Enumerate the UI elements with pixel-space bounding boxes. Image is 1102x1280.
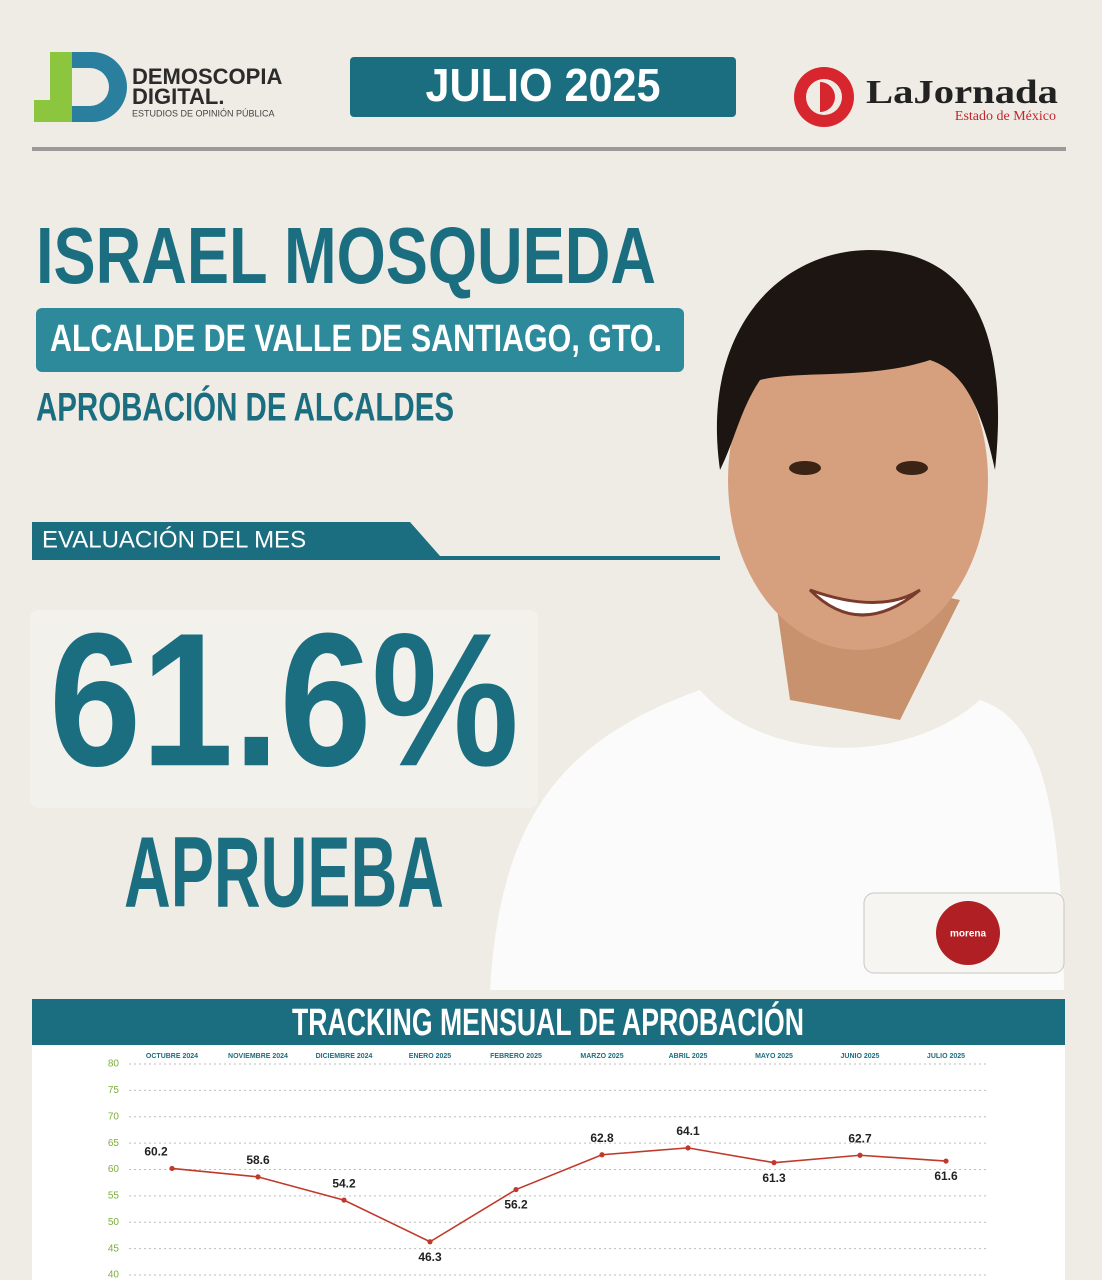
partner-subtitle: Estado de México: [955, 109, 1056, 124]
value-label: 46.3: [418, 1250, 442, 1264]
partner-logo: [794, 67, 854, 127]
point: [341, 1197, 347, 1203]
value-label: 64.1: [676, 1124, 700, 1138]
point: [599, 1152, 605, 1158]
y-tick-label: 60: [108, 1164, 120, 1175]
point: [513, 1186, 519, 1193]
y-tick-label: 50: [108, 1217, 120, 1228]
brand-name-2: DIGITAL.: [132, 84, 224, 109]
party-logo: [936, 901, 1000, 965]
candidate-role: ALCALDE DE VALLE DE SANTIAGO, GTO.: [50, 318, 662, 360]
point: [857, 1152, 863, 1158]
period-box: [350, 57, 736, 117]
period: JULIO 2025: [426, 59, 661, 111]
chart-plot: 40 45 50 55 60 65 70 75 80 OCTUBRE 2024 NOVIEMBRE …: [108, 1053, 989, 1280]
value-label: 58.6: [246, 1153, 270, 1167]
x-tick-label: OCTUBRE 2024: [146, 1053, 198, 1060]
point: [169, 1165, 175, 1172]
point: [255, 1174, 261, 1180]
point: [685, 1145, 691, 1151]
y-tick-label: 40: [108, 1270, 120, 1280]
survey-name: APROBACIÓN DE ALCALDES: [36, 384, 454, 430]
y-tick-label: 70: [108, 1111, 120, 1122]
x-tick-label: JULIO 2025: [927, 1053, 965, 1060]
point: [771, 1160, 777, 1166]
y-tick-label: 80: [108, 1059, 120, 1070]
x-tick-label: NOVIEMBRE 2024: [228, 1053, 288, 1060]
chart-area: [32, 1045, 1065, 1280]
y-tick-label: 45: [108, 1243, 120, 1254]
x-tick-label: MARZO 2025: [580, 1053, 623, 1060]
value-label: 60.2: [144, 1145, 168, 1159]
value-label: 61.6: [934, 1169, 958, 1183]
brand-subtitle: ESTUDIOS DE OPINIÓN PÚBLICA: [132, 108, 275, 118]
candidate-name: ISRAEL MOSQUEDA: [36, 211, 656, 300]
value-label: 54.2: [332, 1176, 356, 1190]
point: [943, 1158, 949, 1164]
role-box: [36, 308, 684, 372]
y-tick-label: 65: [108, 1138, 120, 1149]
x-tick-label: DICIEMBRE 2024: [316, 1053, 373, 1060]
value-label: 62.8: [590, 1131, 614, 1145]
value-label: 56.2: [504, 1198, 528, 1212]
partner-name: LaJornada: [866, 74, 1058, 111]
value-label: 61.3: [762, 1171, 786, 1185]
value-label: 62.7: [848, 1131, 872, 1145]
x-tick-label: FEBRERO 2025: [490, 1053, 542, 1060]
approval-value: 61.6%: [49, 594, 519, 806]
chart-title-bar: [32, 999, 1065, 1045]
approval-label: APRUEBA: [124, 816, 444, 928]
brand-name: DEMOSCOPIA: [132, 64, 282, 89]
x-tick-label: MAYO 2025: [755, 1053, 793, 1060]
section-label: EVALUACIÓN DEL MES: [42, 526, 306, 553]
approval-card: [30, 610, 538, 808]
y-tick-label: 55: [108, 1191, 120, 1202]
x-tick-label: ABRIL 2025: [669, 1053, 708, 1060]
x-tick-label: ENERO 2025: [409, 1053, 452, 1060]
section-banner: [32, 522, 720, 560]
brand-logo: [34, 52, 127, 122]
y-tick-label: 75: [108, 1085, 120, 1096]
line: [171, 1147, 947, 1243]
point: [427, 1239, 433, 1245]
party-name: morena: [950, 929, 987, 940]
x-tick-label: JUNIO 2025: [841, 1053, 880, 1060]
chart-title: TRACKING MENSUAL DE APROBACIÓN: [292, 1000, 804, 1044]
